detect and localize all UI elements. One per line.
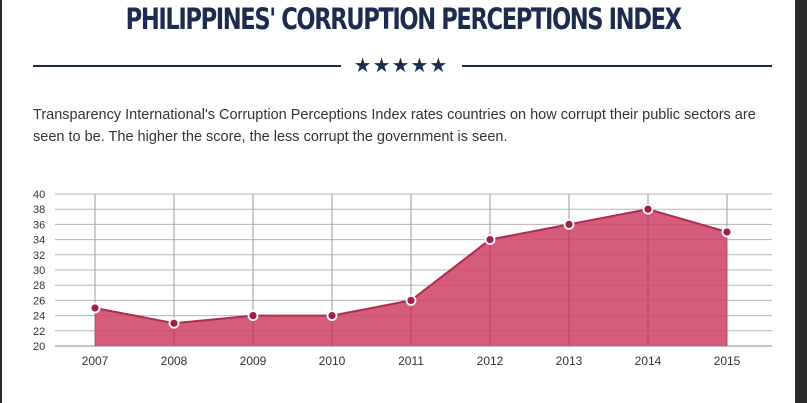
y-tick-label: 40 bbox=[33, 189, 45, 201]
data-point bbox=[89, 302, 101, 314]
data-point bbox=[642, 203, 654, 215]
y-tick-label: 30 bbox=[33, 265, 45, 277]
data-point bbox=[326, 310, 338, 322]
star-rating-icon: ★★★★★ bbox=[353, 53, 449, 77]
x-tick-label: 2012 bbox=[477, 354, 504, 368]
y-tick-label: 24 bbox=[33, 311, 45, 323]
title-divider-left bbox=[33, 65, 341, 67]
left-border bbox=[0, 0, 2, 403]
y-tick-label: 26 bbox=[33, 295, 45, 307]
x-tick-label: 2010 bbox=[319, 354, 346, 368]
chart-description: Transparency International's Corruption … bbox=[33, 107, 756, 145]
x-tick-label: 2011 bbox=[398, 354, 424, 368]
x-tick-label: 2007 bbox=[82, 354, 109, 368]
x-tick-label: 2013 bbox=[556, 354, 583, 368]
y-tick-label: 32 bbox=[33, 250, 45, 262]
x-tick-label: 2009 bbox=[240, 354, 267, 368]
y-tick-label: 28 bbox=[33, 280, 45, 292]
x-tick-label: 2008 bbox=[161, 354, 188, 368]
data-point bbox=[247, 310, 259, 322]
y-tick-label: 38 bbox=[33, 204, 45, 216]
y-tick-label: 36 bbox=[33, 219, 45, 231]
x-tick-label: 2014 bbox=[635, 354, 662, 368]
y-tick-label: 22 bbox=[33, 326, 45, 338]
y-tick-label: 34 bbox=[33, 235, 45, 247]
x-tick-label: 2015 bbox=[714, 354, 741, 368]
series-area bbox=[95, 209, 727, 346]
data-point bbox=[168, 317, 180, 329]
data-point bbox=[721, 226, 733, 238]
data-point bbox=[563, 218, 575, 230]
page-title: PHILIPPINES' CORRUPTION PERCEPTIONS INDE… bbox=[125, 2, 682, 36]
right-border bbox=[795, 0, 807, 403]
data-point bbox=[484, 234, 496, 246]
data-point bbox=[405, 294, 417, 306]
title-divider-right bbox=[462, 65, 772, 67]
y-tick-label: 20 bbox=[33, 341, 45, 353]
